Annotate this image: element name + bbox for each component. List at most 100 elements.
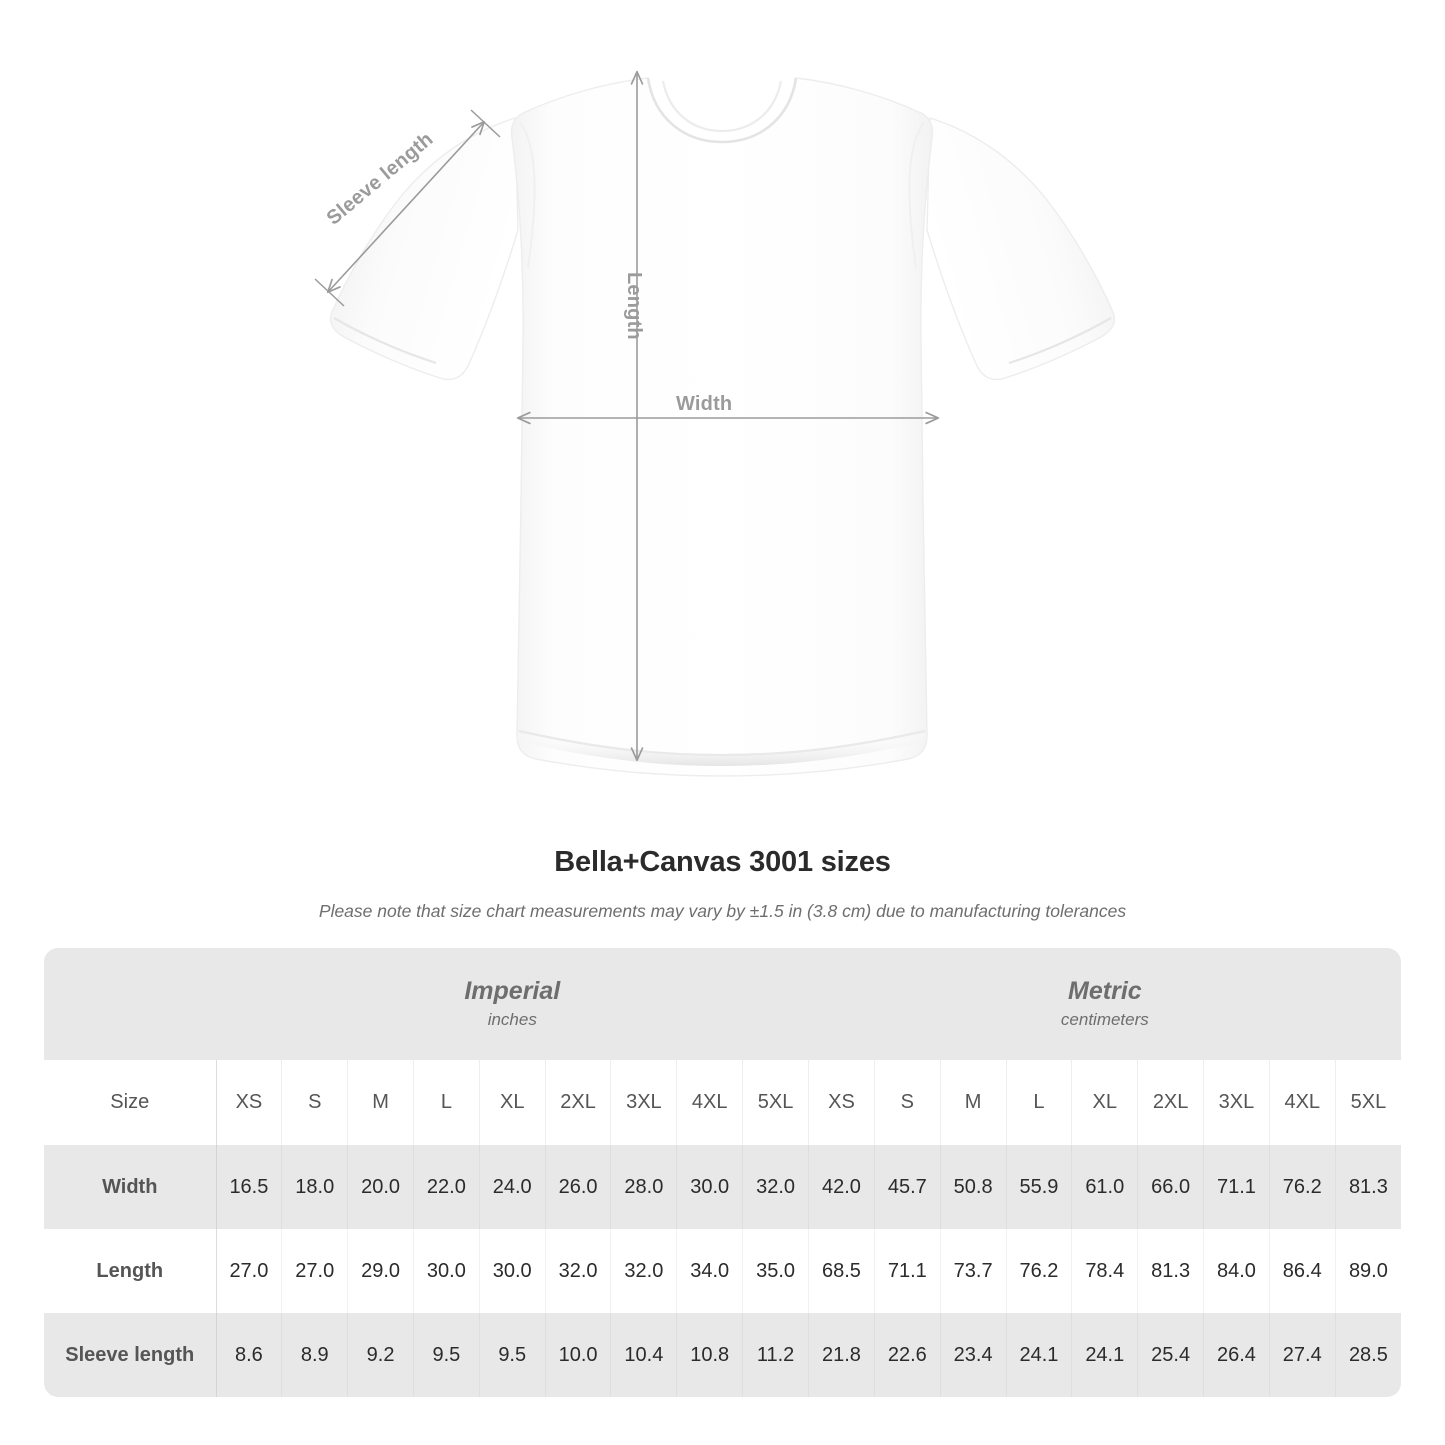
cell-width-xs-metric: 42.0 <box>808 1145 875 1229</box>
right-sleeve-hem <box>1008 317 1112 365</box>
cell-length-3xl-imperial: 32.0 <box>610 1229 678 1313</box>
column-header-xs-metric: XS <box>808 1060 875 1145</box>
cell-sleeve-length-xs-imperial: 8.6 <box>216 1313 283 1397</box>
cell-width-l-metric: 55.9 <box>1006 1145 1073 1229</box>
cell-sleeve-length-m-imperial: 9.2 <box>347 1313 414 1397</box>
cell-length-l-imperial: 30.0 <box>413 1229 480 1313</box>
cell-length-2xl-metric: 81.3 <box>1137 1229 1205 1313</box>
column-header-4xl-metric: 4XL <box>1269 1060 1336 1145</box>
shirt-body <box>510 77 934 777</box>
column-header-s-imperial: S <box>281 1060 349 1145</box>
cell-sleeve-length-l-imperial: 9.5 <box>413 1313 480 1397</box>
cell-width-xl-imperial: 24.0 <box>479 1145 546 1229</box>
cell-length-4xl-imperial: 34.0 <box>676 1229 744 1313</box>
unit-detail-name: inches <box>487 1009 537 1029</box>
table-row: Length 27.0 27.0 29.0 30.0 30.0 32.0 32.0 34.0 35… <box>44 1229 1402 1313</box>
sleeve-cap-bottom <box>314 278 345 307</box>
page-title: Bella+Canvas 3001 sizes <box>554 846 891 878</box>
cell-sleeve-length-2xl-metric: 25.4 <box>1137 1313 1205 1397</box>
cell-sleeve-length-xl-metric: 24.1 <box>1071 1313 1139 1397</box>
cell-length-xl-imperial: 30.0 <box>479 1229 546 1313</box>
title-block: Bella+Canvas 3001 sizes Please note that… <box>0 846 1445 922</box>
unit-banner-metric: Metric centimeters <box>808 948 1402 1060</box>
size-chart-table: Imperial inches Metric centimeters Size XS S M L… <box>44 948 1402 1397</box>
left-sleeve-hem <box>333 317 437 365</box>
column-header-s-metric: S <box>874 1060 941 1145</box>
right-sleeve <box>926 117 1116 381</box>
unit-banner-imperial: Imperial inches <box>216 948 809 1060</box>
unit-system-name: Imperial <box>464 976 561 1005</box>
unit-banner-spacer <box>44 948 216 1060</box>
column-header-size: Size <box>44 1060 217 1145</box>
cell-sleeve-length-xl-imperial: 9.5 <box>479 1313 546 1397</box>
column-header-2xl-metric: 2XL <box>1137 1060 1205 1145</box>
cell-length-s-imperial: 27.0 <box>281 1229 349 1313</box>
column-header-3xl-metric: 3XL <box>1203 1060 1270 1145</box>
column-header-l-metric: L <box>1006 1060 1073 1145</box>
cell-length-xs-imperial: 27.0 <box>216 1229 283 1313</box>
sleeve-cap-top <box>470 109 501 138</box>
bottom-hem-shadow <box>517 730 927 766</box>
cell-length-2xl-imperial: 32.0 <box>545 1229 612 1313</box>
cell-length-l-metric: 76.2 <box>1006 1229 1073 1313</box>
unit-system-name: Metric <box>1068 976 1142 1005</box>
cell-length-5xl-imperial: 35.0 <box>742 1229 810 1313</box>
column-header-xl-metric: XL <box>1071 1060 1139 1145</box>
cell-length-5xl-metric: 89.0 <box>1335 1229 1402 1313</box>
size-header-row: Size XS S M L XL 2XL 3XL 4XL 5XL XS S M L XL 2XL 3XL 4XL 5… <box>44 1060 1402 1145</box>
cell-sleeve-length-5xl-imperial: 11.2 <box>742 1313 810 1397</box>
column-header-m-imperial: M <box>347 1060 414 1145</box>
cell-length-xs-metric: 68.5 <box>808 1229 875 1313</box>
cell-sleeve-length-s-metric: 22.6 <box>874 1313 941 1397</box>
cell-sleeve-length-5xl-metric: 28.5 <box>1335 1313 1402 1397</box>
cell-width-s-imperial: 18.0 <box>281 1145 349 1229</box>
cell-length-m-metric: 73.7 <box>940 1229 1007 1313</box>
bottom-hem-line <box>518 729 926 757</box>
cell-sleeve-length-m-metric: 23.4 <box>940 1313 1007 1397</box>
column-header-m-metric: M <box>940 1060 1007 1145</box>
cell-width-2xl-metric: 66.0 <box>1137 1145 1205 1229</box>
cell-sleeve-length-3xl-imperial: 10.4 <box>610 1313 678 1397</box>
column-header-xl-imperial: XL <box>479 1060 546 1145</box>
size-chart-table-wrap: Imperial inches Metric centimeters Size XS S M L… <box>44 948 1402 1397</box>
tshirt-diagram: Sleeve length Length Width <box>314 70 1116 777</box>
unit-detail-name: centimeters <box>1060 1009 1149 1029</box>
tshirt-illustration <box>314 70 1116 777</box>
cell-width-3xl-imperial: 28.0 <box>610 1145 678 1229</box>
right-shoulder-seam <box>908 121 925 269</box>
cell-length-3xl-metric: 84.0 <box>1203 1229 1270 1313</box>
column-header-4xl-imperial: 4XL <box>676 1060 744 1145</box>
cell-width-4xl-metric: 76.2 <box>1269 1145 1336 1229</box>
left-shoulder-seam <box>519 121 536 269</box>
row-label-width: Width <box>44 1145 217 1229</box>
row-label-length: Length <box>44 1229 217 1313</box>
unit-banner-row: Imperial inches Metric centimeters <box>44 948 1402 1060</box>
cell-sleeve-length-3xl-metric: 26.4 <box>1203 1313 1270 1397</box>
cell-width-l-imperial: 22.0 <box>413 1145 480 1229</box>
neckline-outer <box>646 77 798 144</box>
row-label-sleeve-length: Sleeve length <box>44 1313 217 1397</box>
column-header-l-imperial: L <box>413 1060 480 1145</box>
sleeve-length-arrow <box>326 120 486 294</box>
cell-length-s-metric: 71.1 <box>874 1229 941 1313</box>
cell-width-5xl-metric: 81.3 <box>1335 1145 1402 1229</box>
cell-width-m-imperial: 20.0 <box>347 1145 414 1229</box>
cell-sleeve-length-s-imperial: 8.9 <box>281 1313 349 1397</box>
cell-width-4xl-imperial: 30.0 <box>676 1145 744 1229</box>
column-header-3xl-imperial: 3XL <box>610 1060 678 1145</box>
length-label: Length <box>623 272 645 340</box>
cell-width-xs-imperial: 16.5 <box>216 1145 283 1229</box>
cell-width-2xl-imperial: 26.0 <box>545 1145 612 1229</box>
cell-sleeve-length-2xl-imperial: 10.0 <box>545 1313 612 1397</box>
cell-width-5xl-imperial: 32.0 <box>742 1145 810 1229</box>
table-row: Sleeve length 8.6 8.9 9.2 9.5 9.5 10.0 10.4 10.8… <box>44 1313 1402 1397</box>
column-header-5xl-metric: 5XL <box>1335 1060 1402 1145</box>
width-label: Width <box>676 393 733 415</box>
table-row: Width 16.5 18.0 20.0 22.0 24.0 26.0 28.0 30.0 32.… <box>44 1145 1402 1229</box>
column-header-xs-imperial: XS <box>216 1060 283 1145</box>
cell-length-m-imperial: 29.0 <box>347 1229 414 1313</box>
cell-length-4xl-metric: 86.4 <box>1269 1229 1336 1313</box>
cell-width-3xl-metric: 71.1 <box>1203 1145 1270 1229</box>
cell-length-xl-metric: 78.4 <box>1071 1229 1139 1313</box>
cell-sleeve-length-4xl-imperial: 10.8 <box>676 1313 744 1397</box>
